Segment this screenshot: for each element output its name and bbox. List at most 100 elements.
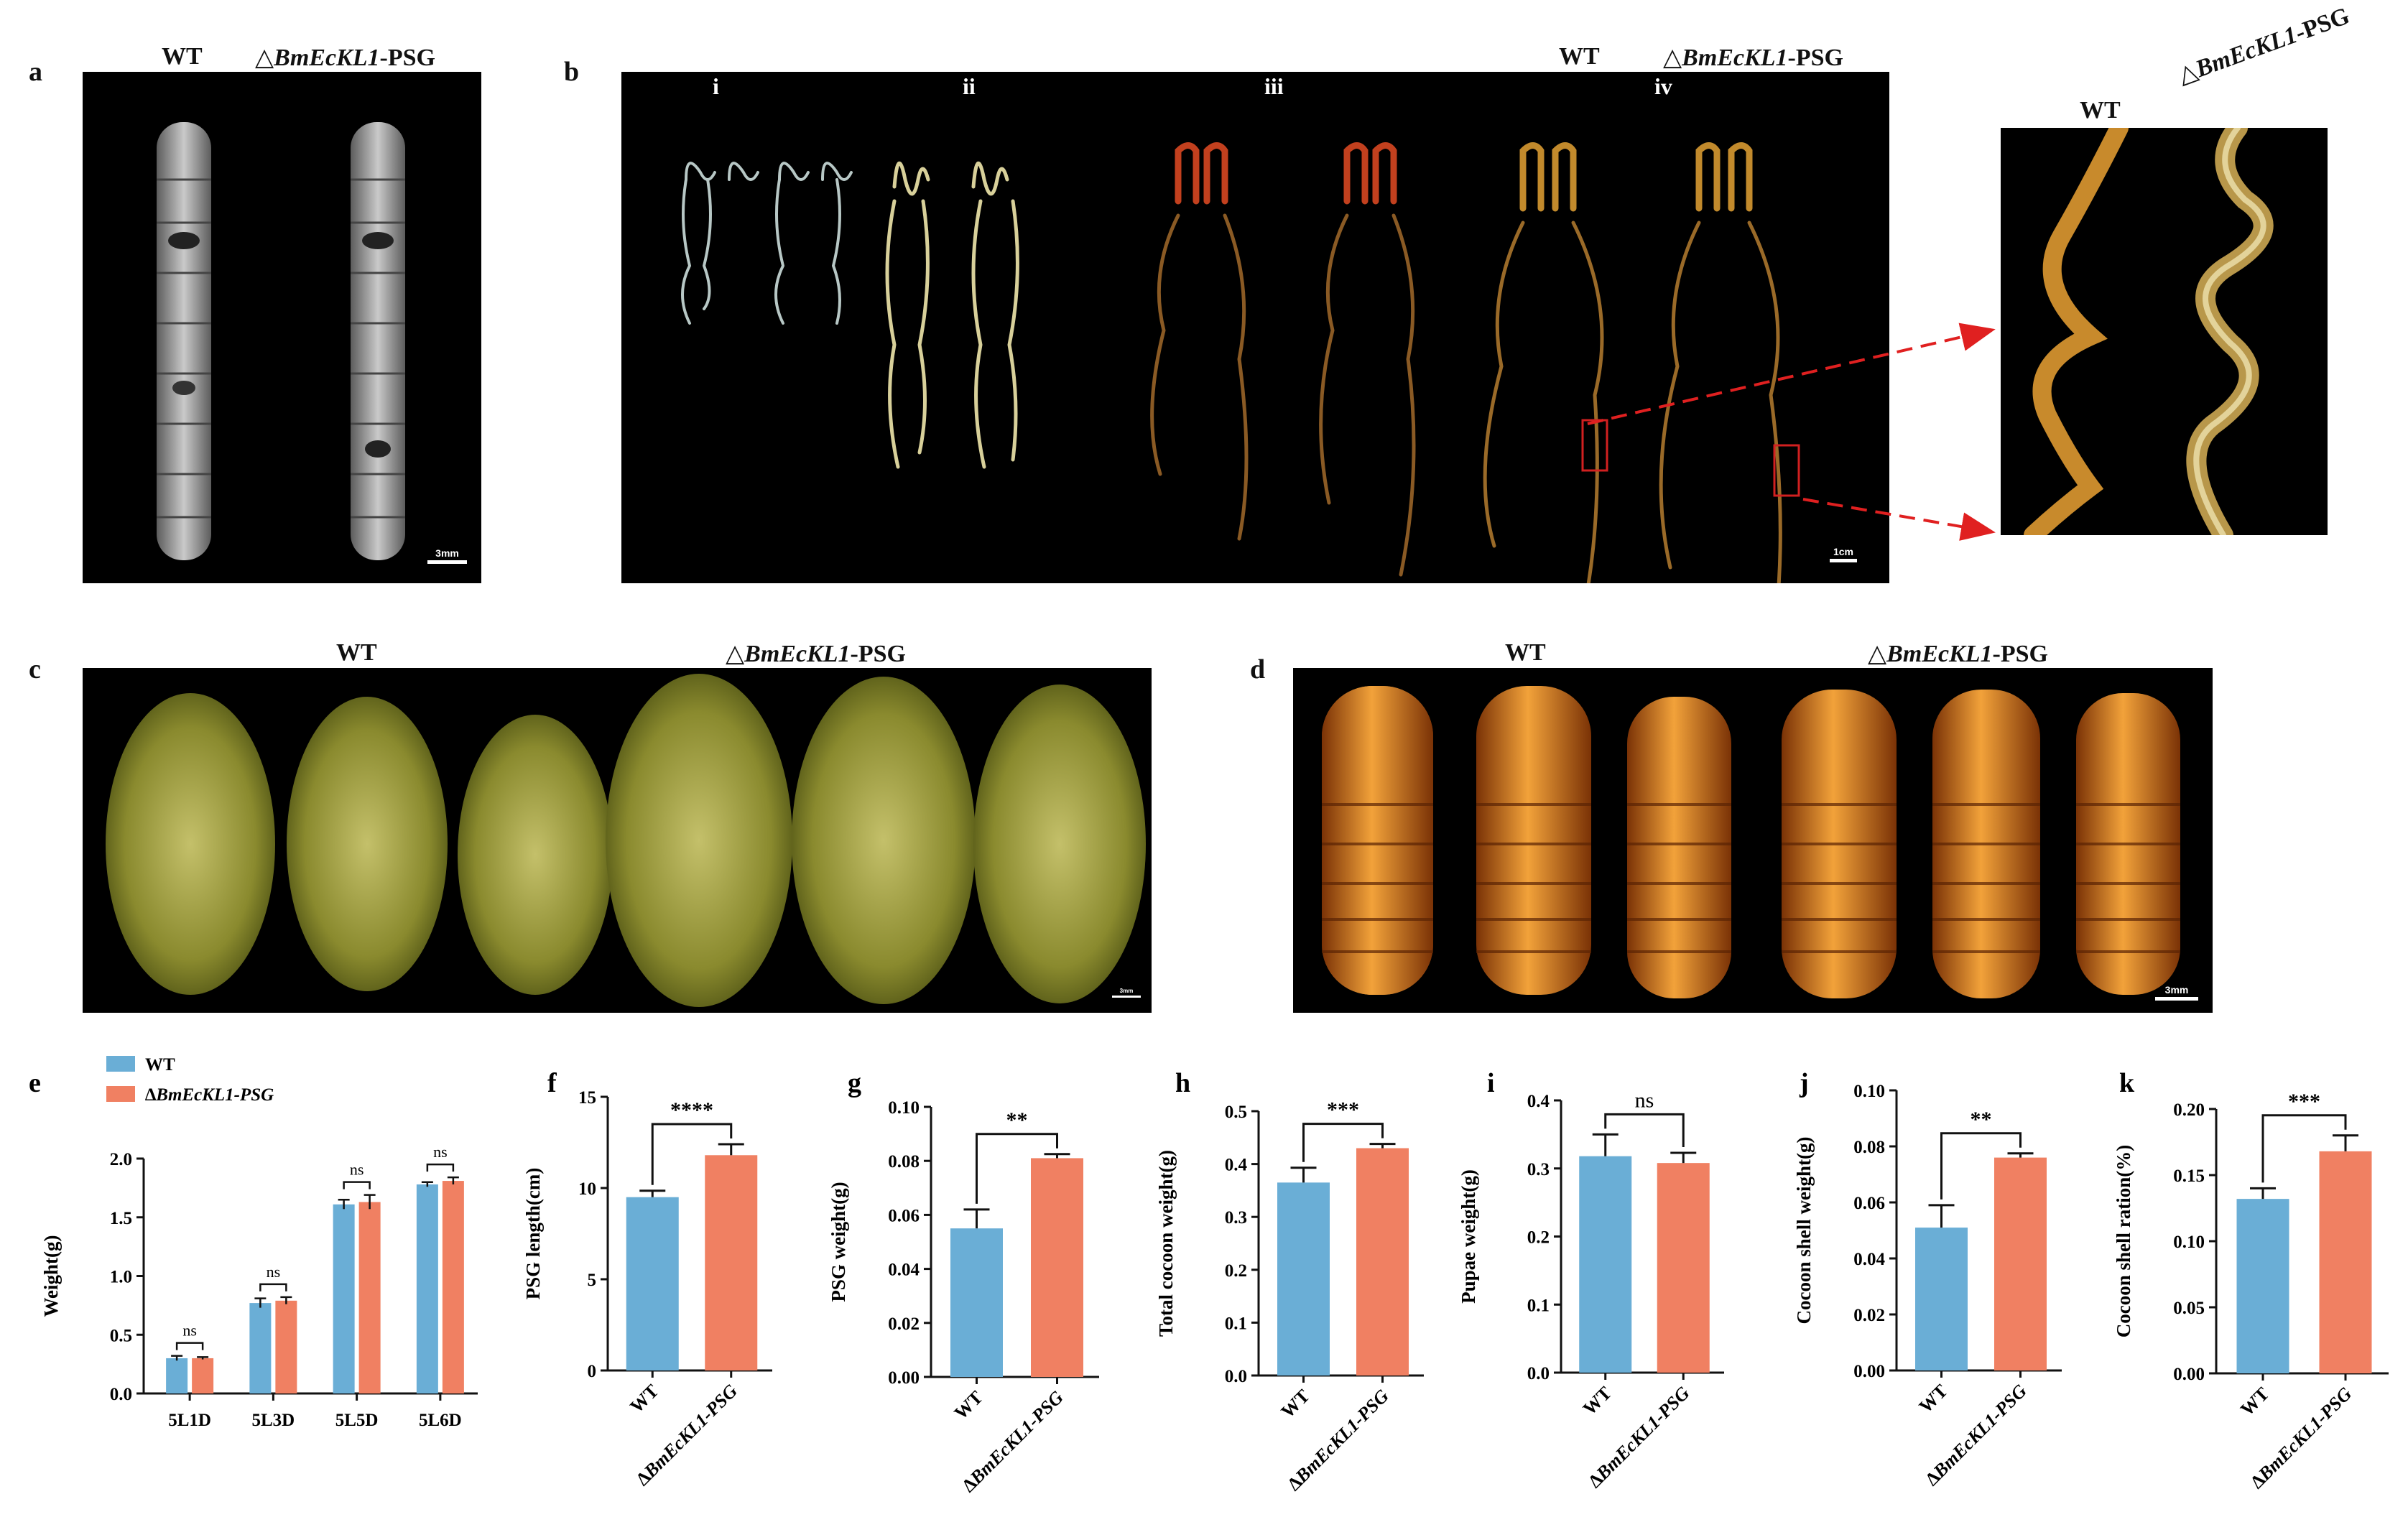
mutant-cocoon-2 [792, 677, 976, 1004]
bar-e-wt [333, 1204, 355, 1393]
x-tick-label-i: WT [1579, 1383, 1616, 1419]
y-tick-label-e: 0.5 [110, 1326, 132, 1345]
pupae-photo: 3mm [1293, 668, 2213, 1013]
significance-bracket-h [1302, 1123, 1384, 1162]
legend-swatch-mutant [106, 1086, 135, 1102]
wt-pupa-1 [1322, 686, 1433, 995]
glands-stage-i [681, 162, 853, 325]
y-tick-label-j: 0.10 [1853, 1082, 1885, 1101]
bar-i-mutant [1657, 1163, 1710, 1373]
y-tick-label-f: 10 [578, 1179, 596, 1199]
panel-label-c: c [29, 654, 41, 685]
legend-label-wt: WT [145, 1055, 175, 1075]
x-tick-label-e: 5L6D [419, 1411, 462, 1430]
glands-stage-iii-posterior [1150, 213, 1416, 577]
y-tick-label-f: 15 [578, 1088, 596, 1108]
x-tick-label-e: 5L5D [335, 1411, 379, 1430]
wt-pupa-2 [1476, 686, 1591, 995]
panel-label-i: i [1487, 1068, 1495, 1098]
bar-h-wt [1277, 1182, 1330, 1375]
x-tick-label-j: WT [1915, 1381, 1952, 1417]
glands-stage-iii [1175, 142, 1397, 205]
panel-b-wt-header: WT [1559, 43, 1600, 70]
y-tick-label-i: 0.1 [1527, 1296, 1550, 1315]
y-tick-label-g: 0.04 [888, 1261, 920, 1280]
panel-label-f: f [547, 1068, 557, 1098]
scale-bar-b: 1cm [1830, 546, 1857, 562]
bar-g-wt [950, 1228, 1003, 1377]
significance-label-e: ns [433, 1143, 448, 1161]
y-tick-label-e: 0.0 [110, 1385, 132, 1404]
significance-label-i: ns [1635, 1088, 1654, 1112]
wt-cocoon-1 [106, 693, 275, 995]
y-axis-label-k: Cocoon shell ration(%) [2113, 1145, 2134, 1337]
mutant-cocoon-3 [973, 685, 1146, 1003]
panel-d-wt-header: WT [1505, 639, 1546, 666]
panel-a-wt-header: WT [162, 43, 203, 70]
x-tick-label-e: 5L3D [252, 1411, 295, 1430]
bar-e-mutant [192, 1358, 214, 1393]
panel-a-mutant-header: △BmEcKL1-PSG [255, 45, 435, 71]
glands-stage-iv [1519, 142, 1753, 212]
scale-bar-c: 3mm [1112, 988, 1141, 998]
significance-label-g: ** [1006, 1108, 1028, 1132]
panel-label-b: b [564, 57, 580, 87]
y-axis-label-j: Cocoon shell weight(g) [1793, 1137, 1815, 1325]
scale-bar-a: 3mm [427, 547, 467, 564]
zoom-arrows [1587, 323, 1996, 541]
zoom-illustration [2024, 128, 2274, 535]
y-tick-label-i: 0.4 [1527, 1092, 1550, 1111]
y-tick-label-e: 1.0 [110, 1268, 132, 1287]
y-tick-label-k: 0.00 [2173, 1365, 2205, 1384]
y-axis-label-e: Weight(g) [40, 1235, 62, 1317]
y-tick-label-g: 0.06 [888, 1206, 920, 1225]
significance-label-e: ns [267, 1263, 281, 1281]
significance-bracket-f [651, 1123, 733, 1185]
significance-bracket-i [1604, 1113, 1685, 1147]
bar-e-wt [166, 1358, 188, 1393]
x-tick-label-h: WT [1277, 1386, 1314, 1422]
significance-label-f: **** [670, 1098, 713, 1122]
y-tick-label-j: 0.04 [1853, 1250, 1885, 1269]
significance-bracket-g [976, 1133, 1058, 1204]
bar-e-mutant [275, 1300, 297, 1393]
stage-label-iv: iv [1654, 73, 1672, 99]
y-tick-label-i: 0.0 [1527, 1364, 1550, 1383]
significance-bracket-e [259, 1283, 287, 1291]
significance-bracket-e [426, 1163, 455, 1172]
significance-bracket-k [2261, 1114, 2347, 1183]
stage-label-i: i [713, 73, 719, 99]
bar-f-mutant [705, 1155, 758, 1370]
pupae-illustration [1293, 668, 2213, 1013]
stage-label-iii: iii [1264, 73, 1284, 99]
y-tick-label-h: 0.5 [1225, 1103, 1247, 1122]
wt-larva [157, 122, 211, 560]
y-tick-label-j: 0.02 [1853, 1306, 1885, 1325]
mutant-cocoon-1 [606, 674, 792, 1007]
y-tick-label-e: 2.0 [110, 1150, 132, 1169]
panel-label-h: h [1175, 1068, 1190, 1098]
silk-gland-zoom-photo [2001, 128, 2328, 535]
wt-pupa-3 [1627, 697, 1731, 998]
bar-j-mutant [1994, 1157, 2047, 1370]
y-tick-label-i: 0.3 [1527, 1160, 1550, 1179]
bar-k-mutant [2319, 1151, 2372, 1373]
scale-bar-d: 3mm [2155, 984, 2198, 1001]
silk-gland-photo: i ii iii iv [621, 72, 1889, 583]
zoom-wt-header: WT [2080, 97, 2121, 124]
y-axis-label-g: PSG weight(g) [828, 1182, 849, 1302]
larvae-illustration [157, 122, 405, 560]
panel-d-mutant-header: △BmEcKL1-PSG [1868, 641, 2048, 667]
panel-label-j: j [1799, 1068, 1809, 1098]
significance-label-j: ** [1971, 1108, 1992, 1131]
significance-bracket-e [175, 1342, 204, 1350]
y-tick-label-h: 0.3 [1225, 1208, 1247, 1228]
cocoons-photo: 3mm [83, 668, 1152, 1013]
bar-h-mutant [1356, 1148, 1409, 1375]
significance-bracket-e [343, 1181, 371, 1189]
y-axis-label-i: Pupae weight(g) [1458, 1169, 1479, 1304]
y-tick-label-g: 0.00 [888, 1368, 920, 1388]
bar-e-mutant [358, 1202, 381, 1393]
x-tick-label-e: 5L1D [168, 1411, 211, 1430]
